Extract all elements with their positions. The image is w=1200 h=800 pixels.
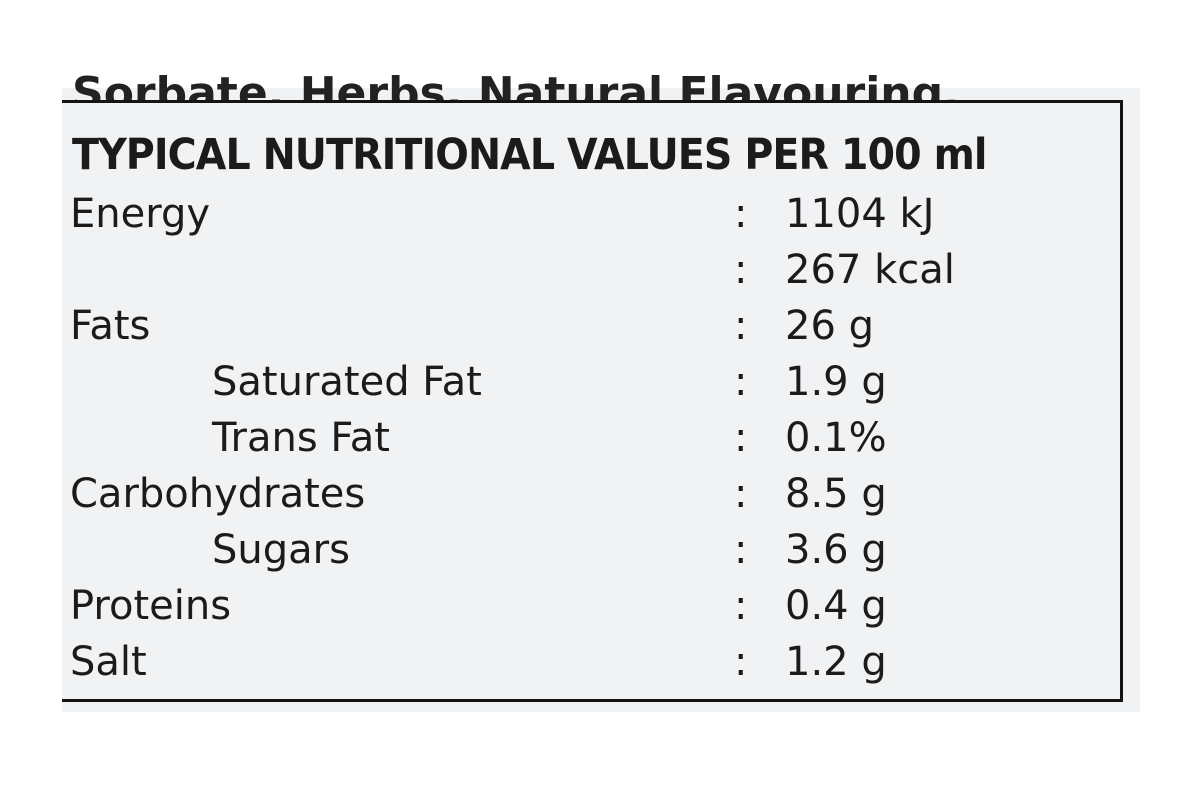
nutrient-label: Energy <box>70 191 211 237</box>
sub-nutrient-label: Sugars <box>212 527 350 573</box>
nutrient-value: 3.6 g <box>785 527 887 573</box>
sub-nutrient-label: Trans Fat <box>212 415 390 461</box>
colon: : <box>734 639 748 685</box>
nutrient-label: Proteins <box>70 583 232 629</box>
colon: : <box>734 303 748 349</box>
colon: : <box>734 415 748 461</box>
colon: : <box>734 471 748 517</box>
nutrient-label: Fats <box>70 303 151 349</box>
nutrient-value: 26 g <box>785 303 875 349</box>
colon: : <box>734 583 748 629</box>
colon: : <box>734 359 748 405</box>
nutrient-value: 0.4 g <box>785 583 887 629</box>
label-background <box>62 88 1140 712</box>
nutrient-label: Salt <box>70 639 147 685</box>
nutrient-value: 1.9 g <box>785 359 887 405</box>
colon: : <box>734 527 748 573</box>
sub-nutrient-label: Saturated Fat <box>212 359 482 405</box>
table-border <box>62 100 1123 702</box>
colon: : <box>734 247 748 293</box>
nutrient-value: 1.2 g <box>785 639 887 685</box>
nutrient-value: 1104 kJ <box>785 191 935 237</box>
colon: : <box>734 191 748 237</box>
table-title: TYPICAL NUTRITIONAL VALUES PER 100 ml <box>72 130 987 180</box>
cut-off-text: Sorbate, Herbs, Natural Flavouring. <box>62 60 1140 100</box>
nutrient-value: 0.1% <box>785 415 887 461</box>
nutrient-value: 267 kcal <box>785 247 955 293</box>
fragment-text: Sorbate, Herbs, Natural Flavouring. <box>72 68 960 100</box>
nutrient-value: 8.5 g <box>785 471 887 517</box>
nutrient-label: Carbohydrates <box>70 471 366 517</box>
